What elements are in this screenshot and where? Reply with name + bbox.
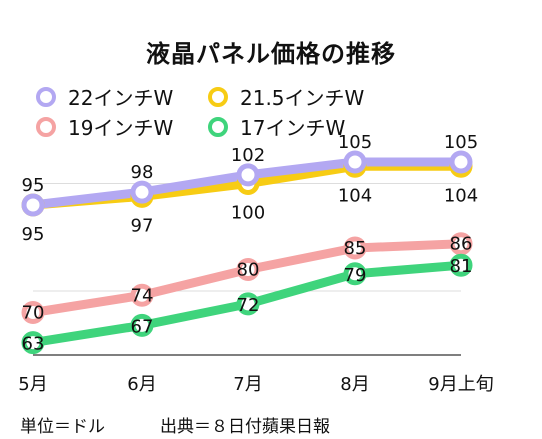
legend-marker-17 xyxy=(208,116,228,137)
legend-item-21-5: 21.5インチW xyxy=(208,82,364,111)
data-point-3-4 xyxy=(449,253,473,277)
data-point-0-4 xyxy=(449,150,473,174)
data-label-1-0: 95 xyxy=(22,224,45,245)
data-point-3-2 xyxy=(236,292,260,316)
data-label-0-0: 95 xyxy=(22,175,45,196)
data-label-1-4: 104 xyxy=(444,185,478,206)
data-point-2-4 xyxy=(449,232,473,256)
x-tick-label: 9月上旬 xyxy=(428,374,493,395)
legend-item-22: 22インチW xyxy=(36,82,173,111)
data-point-2-0 xyxy=(21,301,45,324)
data-label-0-4: 105 xyxy=(444,132,478,153)
legend-marker-22 xyxy=(36,86,56,107)
data-label-1-2: 100 xyxy=(231,203,265,224)
data-point-2-2 xyxy=(236,258,260,281)
legend-label-19: 19インチW xyxy=(68,116,174,140)
data-point-0-1 xyxy=(130,180,154,204)
x-tick-label: 8月 xyxy=(340,374,369,395)
data-point-3-1 xyxy=(130,313,154,337)
legend-label-17: 17インチW xyxy=(240,116,346,140)
data-label-0-3: 105 xyxy=(338,132,372,153)
line-chart: 95 98 102 105 105 95 97 100 104 104 70 74 80 85 86 63 67… xyxy=(18,132,493,395)
x-tick-label: 5月 xyxy=(18,374,47,395)
data-label-1-3: 104 xyxy=(338,185,372,206)
data-label-3-3: 79 xyxy=(344,265,367,286)
data-label-2-3: 85 xyxy=(344,238,367,259)
data-point-0-0 xyxy=(21,193,45,217)
data-label-2-0: 70 xyxy=(22,303,45,324)
data-point-0-3 xyxy=(343,150,367,174)
data-label-3-0: 63 xyxy=(22,334,45,355)
legend-marker-19 xyxy=(36,116,56,137)
x-tick-label: 7月 xyxy=(233,374,262,395)
data-label-0-1: 98 xyxy=(131,162,154,183)
data-point-2-3 xyxy=(343,236,367,260)
data-label-3-4: 81 xyxy=(450,256,473,277)
data-label-0-2: 102 xyxy=(231,145,265,166)
legend-label-21-5: 21.5インチW xyxy=(240,86,365,110)
chart-title: 液晶パネル価格の推移 xyxy=(146,40,396,68)
data-label-2-1: 74 xyxy=(131,285,154,306)
data-point-2-1 xyxy=(130,283,154,307)
data-point-0-2 xyxy=(236,163,260,187)
data-label-3-1: 67 xyxy=(131,316,154,337)
data-point-3-0 xyxy=(21,331,45,355)
data-label-2-2: 80 xyxy=(237,260,260,281)
source-note: 出典＝８日付蘋果日報 xyxy=(160,417,330,437)
data-label-3-2: 72 xyxy=(237,295,260,316)
legend-marker-21-5 xyxy=(208,86,228,107)
legend-label-22: 22インチW xyxy=(68,86,174,110)
x-tick-label: 6月 xyxy=(127,374,156,395)
legend-item-17: 17インチW xyxy=(208,112,345,141)
data-label-2-4: 86 xyxy=(450,234,473,255)
unit-note: 単位＝ドル xyxy=(20,417,105,437)
data-label-1-1: 97 xyxy=(131,215,154,236)
legend-item-19: 19インチW xyxy=(36,112,173,141)
data-point-3-3 xyxy=(343,262,367,286)
